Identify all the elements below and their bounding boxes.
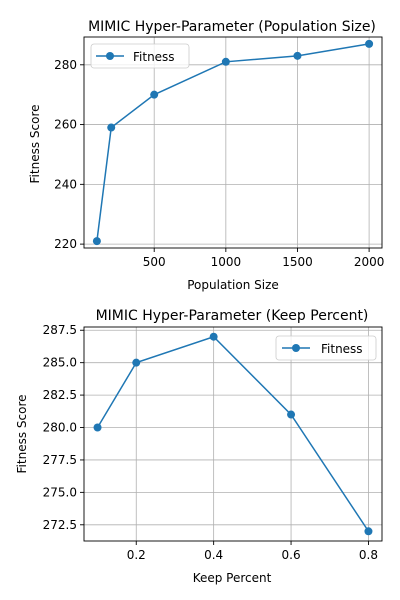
data-point	[150, 90, 159, 99]
x-tick-label: 0.2	[127, 548, 146, 562]
series-fitness	[93, 332, 373, 536]
chart-title: MIMIC Hyper-Parameter (Keep Percent)	[96, 308, 369, 324]
y-axis-label: Fitness Score	[28, 105, 42, 184]
y-tick-label: 260	[54, 118, 77, 132]
y-tick-label: 277.5	[43, 453, 77, 467]
chart-population-size: MIMIC Hyper-Parameter (Population Size) …	[28, 19, 384, 292]
x-tick-label: 1000	[211, 255, 242, 269]
data-point	[132, 358, 141, 367]
x-axis-label: Keep Percent	[193, 571, 272, 585]
legend-label: Fitness	[133, 50, 175, 64]
x-axis-label: Population Size	[187, 278, 279, 292]
series-fitness	[92, 39, 374, 246]
data-point	[221, 57, 230, 66]
legend-label: Fitness	[321, 342, 363, 356]
legend-marker	[292, 344, 300, 352]
y-tick-label: 272.5	[43, 518, 77, 532]
x-tick-label: 0.4	[204, 548, 223, 562]
data-point	[364, 527, 373, 536]
data-point	[107, 123, 116, 132]
y-tick-label: 282.5	[43, 388, 77, 402]
x-tick-label: 0.6	[282, 548, 301, 562]
data-point	[365, 39, 374, 48]
y-tick-label: 275.0	[43, 485, 77, 499]
tick-labels: 0.2 0.4 0.6 0.8 272.5 275.0 277.5 280.0 282.5 285…	[43, 323, 378, 562]
data-point	[287, 410, 296, 419]
data-point	[209, 332, 218, 341]
x-tick-label: 0.8	[359, 548, 378, 562]
series-line	[96, 43, 370, 242]
y-axis-label: Fitness Score	[15, 395, 29, 474]
y-tick-label: 280	[54, 58, 77, 72]
gridlines	[84, 327, 382, 541]
axes-frame	[83, 36, 383, 249]
y-tick-label: 287.5	[43, 323, 77, 337]
x-tick-label: 500	[143, 255, 166, 269]
data-point	[92, 237, 101, 246]
tick-labels: 500 1000 1500 2000 220 240 260 280	[54, 58, 384, 269]
y-tick-label: 240	[54, 177, 77, 191]
legend-marker	[106, 52, 114, 60]
chart-title: MIMIC Hyper-Parameter (Population Size)	[88, 19, 376, 35]
legend: Fitness	[90, 43, 190, 69]
axes-frame	[83, 326, 383, 542]
data-point	[293, 51, 302, 60]
x-tick-label: 1500	[282, 255, 313, 269]
data-point	[93, 423, 102, 432]
gridlines	[84, 37, 382, 248]
y-tick-label: 285.0	[43, 356, 77, 370]
chart-keep-percent: MIMIC Hyper-Parameter (Keep Percent) Kee…	[15, 308, 383, 585]
legend: Fitness	[275, 335, 377, 361]
y-tick-label: 280.0	[43, 421, 77, 435]
y-tick-label: 220	[54, 237, 77, 251]
x-tick-label: 2000	[354, 255, 385, 269]
